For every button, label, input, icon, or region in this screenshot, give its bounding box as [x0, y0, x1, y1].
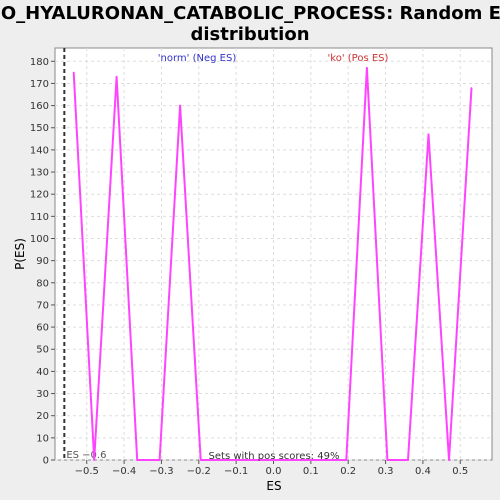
- y-tick-label: 160: [30, 101, 49, 112]
- chart-title-line1: GO_HYALURONAN_CATABOLIC_PROCESS: Random …: [0, 3, 500, 24]
- y-tick-label: 70: [36, 300, 49, 311]
- y-axis-ticks: 0 10 20 30 40 50 60 70 80 90 100 110 120 130 140 150 160…: [30, 57, 55, 467]
- y-tick-label: 30: [36, 389, 49, 400]
- series-group: [72, 66, 473, 461]
- chart-title-line2: distribution: [190, 24, 309, 45]
- series-point: [427, 133, 430, 136]
- y-tick-label: 0: [43, 456, 49, 467]
- x-tick-label: −0.1: [224, 466, 248, 477]
- y-tick-label: 170: [30, 79, 49, 90]
- x-tick-label: 0.1: [303, 466, 319, 477]
- series-point: [386, 459, 389, 461]
- y-tick-label: 100: [30, 234, 49, 245]
- series-point: [115, 75, 118, 78]
- observed-es-label: ES −0.6: [66, 450, 106, 461]
- y-tick-label: 90: [36, 256, 49, 267]
- x-tick-label: −0.3: [149, 466, 173, 477]
- x-tick-label: −0.4: [112, 466, 136, 477]
- x-tick-label: 0.3: [378, 466, 394, 477]
- x-tick-label: −0.2: [187, 466, 211, 477]
- x-tick-label: 0.4: [415, 466, 431, 477]
- series-point: [158, 459, 161, 461]
- series-point: [366, 67, 368, 69]
- x-axis-ticks: −0.5 −0.4 −0.3 −0.2 −0.1 0.0 0.1 0.2 0.3 0.4 0.5: [75, 460, 468, 477]
- series-point: [345, 459, 348, 461]
- grid-lines: [55, 48, 492, 461]
- y-tick-label: 130: [30, 168, 49, 179]
- y-tick-label: 20: [36, 411, 49, 422]
- y-tick-label: 80: [36, 278, 49, 289]
- series-line: [72, 66, 473, 461]
- series-point: [93, 459, 96, 461]
- y-tick-label: 180: [30, 57, 49, 68]
- y-tick-label: 140: [30, 145, 49, 156]
- series-point: [136, 459, 138, 461]
- y-tick-label: 120: [30, 190, 49, 201]
- series-point: [407, 459, 409, 461]
- y-tick-label: 50: [36, 345, 49, 356]
- neg-es-label: 'norm' (Neg ES): [158, 53, 237, 64]
- series-point: [199, 459, 202, 461]
- x-tick-label: 0.0: [266, 466, 282, 477]
- pos-scores-label: Sets with pos scores: 49%: [209, 451, 340, 462]
- series-point: [470, 87, 473, 89]
- y-tick-label: 110: [30, 212, 49, 223]
- y-tick-label: 60: [36, 323, 49, 334]
- x-axis-label: ES: [266, 479, 281, 493]
- series-point: [72, 71, 75, 74]
- series-point: [448, 459, 450, 461]
- pos-es-label: 'ko' (Pos ES): [328, 53, 389, 64]
- y-tick-label: 40: [36, 367, 49, 378]
- x-tick-label: 0.2: [340, 466, 356, 477]
- y-axis-label: P(ES): [13, 238, 27, 270]
- x-tick-label: 0.5: [452, 466, 468, 477]
- y-tick-label: 150: [30, 123, 49, 134]
- x-tick-label: −0.5: [75, 466, 99, 477]
- series-point: [179, 104, 181, 107]
- y-tick-label: 10: [36, 433, 49, 444]
